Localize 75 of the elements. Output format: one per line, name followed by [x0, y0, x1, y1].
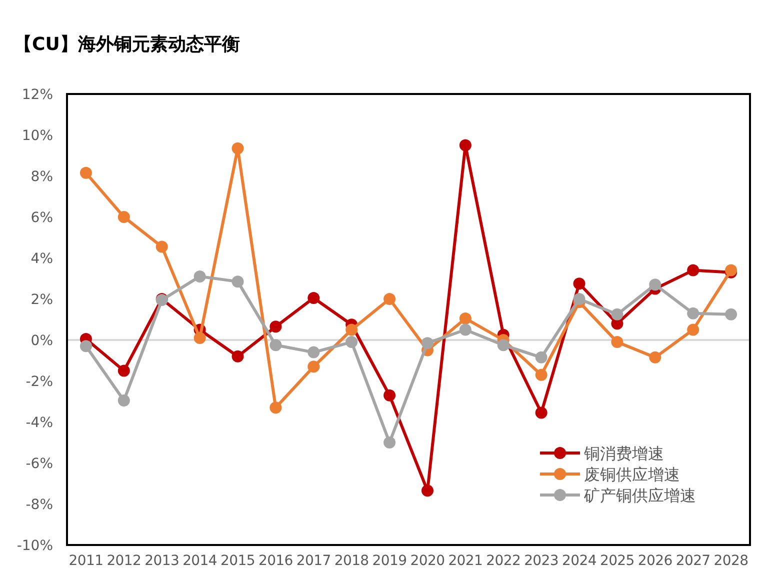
point [118, 364, 130, 377]
x-tick-label: 2026 [638, 553, 673, 569]
y-tick-label: 10% [22, 128, 53, 144]
x-tick-label: 2020 [410, 553, 445, 569]
legend-label: 矿产铜供应增速 [583, 486, 696, 505]
point [270, 320, 282, 333]
point [194, 332, 206, 344]
y-tick-label: -8% [26, 497, 53, 513]
x-tick-label: 2023 [524, 553, 559, 569]
x-tick-label: 2027 [676, 553, 710, 569]
x-tick-label: 2022 [486, 553, 521, 569]
point [497, 339, 510, 352]
y-tick-label: 8% [30, 169, 53, 185]
x-tick-label: 2028 [714, 553, 748, 569]
point [232, 142, 244, 154]
y-tick-label: 0% [30, 333, 53, 349]
point [649, 278, 662, 291]
point [535, 351, 548, 364]
x-tick-label: 2015 [220, 553, 255, 569]
point [308, 360, 320, 373]
point [421, 337, 434, 350]
point [118, 211, 130, 223]
x-tick-label: 2012 [106, 553, 142, 569]
point [421, 484, 434, 497]
point [308, 292, 320, 304]
x-tick-label: 2011 [68, 553, 104, 569]
x-tick-label: 2014 [182, 553, 218, 569]
point [346, 336, 358, 348]
point [384, 389, 396, 402]
point [459, 312, 472, 324]
point [459, 139, 472, 152]
legend-label: 废铜供应增速 [584, 465, 680, 484]
x-tick-label: 2019 [372, 553, 407, 569]
point [725, 308, 738, 320]
x-tick-label: 2016 [258, 553, 294, 569]
point [270, 402, 282, 414]
point [687, 307, 700, 320]
legend-label: 铜消费增速 [583, 444, 664, 463]
y-tick-label: -10% [16, 538, 53, 554]
point [80, 166, 92, 179]
point [308, 346, 320, 358]
point [573, 293, 586, 305]
point [346, 324, 358, 336]
x-tick-label: 2018 [334, 553, 369, 569]
point [611, 308, 624, 320]
point [384, 293, 396, 305]
x-tick-label: 2021 [448, 553, 483, 569]
point [687, 324, 700, 336]
point [535, 406, 548, 419]
chart-title: 【CU】海外铜元素动态平衡 [14, 34, 240, 55]
point [384, 436, 396, 448]
y-tick-label: 12% [22, 87, 53, 103]
y-tick-label: 2% [30, 292, 53, 308]
x-tick-label: 2025 [600, 553, 634, 569]
point [535, 368, 548, 381]
x-tick-label: 2024 [562, 553, 597, 569]
point [80, 340, 92, 352]
point [611, 336, 624, 348]
point [194, 270, 206, 282]
y-tick-label: -2% [26, 374, 53, 390]
y-tick-label: -4% [26, 415, 53, 431]
point [649, 351, 662, 364]
point [459, 324, 472, 336]
point [687, 264, 700, 276]
y-tick-label: 6% [30, 210, 53, 226]
y-tick-label: 4% [30, 251, 53, 267]
point [232, 350, 244, 362]
x-tick-label: 2017 [296, 553, 331, 569]
point [573, 278, 586, 290]
y-tick-label: -6% [26, 456, 53, 472]
point [118, 394, 130, 406]
point [232, 276, 244, 288]
x-tick-label: 2013 [144, 553, 180, 569]
point [156, 240, 168, 253]
point [270, 339, 282, 352]
